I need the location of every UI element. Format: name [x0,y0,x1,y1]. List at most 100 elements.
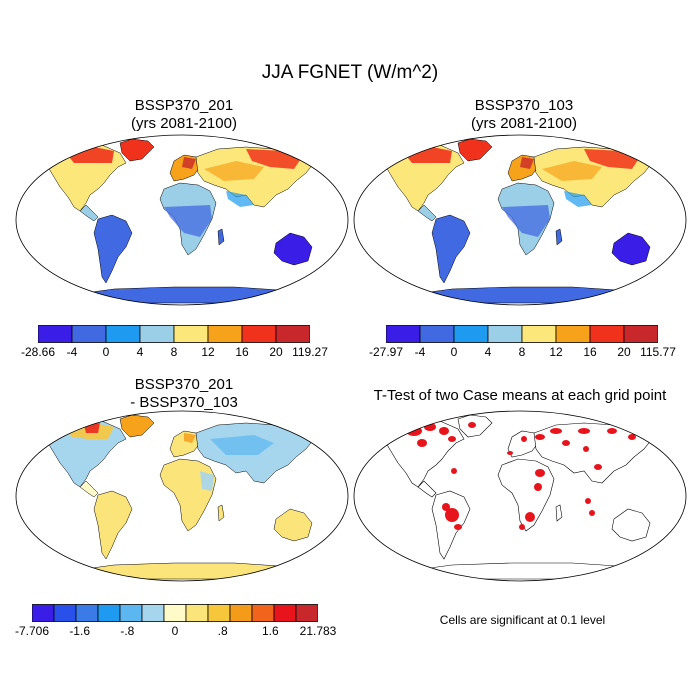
colorbar-label: 20 [617,345,631,359]
significant-cell-22 [468,422,476,428]
colorbar-box-2 [453,325,489,343]
significant-cell-11 [550,428,562,434]
colorbar-label: .8 [217,624,228,638]
colorbar-panel3 [32,604,318,622]
highlight-central-africa [502,205,550,237]
colorbar-label: 1.6 [261,624,279,638]
panel1-title-line1: BSSP370_201 [134,97,234,114]
land-central [79,204,99,222]
land-namerica [385,420,465,488]
colorbar-label: 16 [583,345,597,359]
land-africa [159,458,217,532]
land-antarctica [401,562,653,580]
land-greenland [457,138,493,162]
significant-cell-9 [521,436,527,442]
significant-cell-21 [589,510,595,516]
land-australia [273,232,313,266]
colorbar-box-3 [97,604,121,622]
colorbar-box-8 [207,604,231,622]
colorbar-label: 115.77 [640,345,676,359]
significant-cell-8 [454,524,462,530]
significant-cell-25 [507,451,513,455]
land-madagascar [217,228,225,246]
colorbar-box-5 [555,325,591,343]
land-madagascar [217,504,225,522]
colorbar-box-1 [53,604,77,622]
colorbar-box-1 [71,325,107,343]
land-antarctica [63,286,315,304]
significant-cell-17 [534,483,542,491]
panel3-title-line1: BSSP370_201 [134,376,234,393]
significance-note: Cells are significant at 0.1 level [439,613,606,627]
colorbar-label: 16 [235,345,249,359]
significant-cell-4 [417,439,427,447]
colorbar-box-4 [173,325,209,343]
highlight-central-asia [204,161,264,181]
colorbar-label: -4 [414,345,426,359]
land-madagascar [555,228,563,246]
colorbar-label: 8 [518,345,526,359]
map-frame [15,134,349,306]
panel1-title-line2: (yrs 2081-2100) [131,115,237,132]
significant-cell-6 [445,508,459,522]
colorbar-box-5 [207,325,243,343]
panel1-title: BSSP370_201 (yrs 2081-2100) [64,97,304,133]
colorbar-label: 8 [170,345,178,359]
colorbar-labels-panel3: -7.706 -1.6 -.8 0 .8 1.6 21.783 [15,624,336,640]
highlight-south-asia [226,191,254,207]
colorbar-box-9 [229,604,253,622]
panel3-title: BSSP370_201 - BSSP370_103 [64,376,304,412]
map-panel4 [353,410,687,582]
land-australia [611,508,651,542]
colorbar-label: 0 [102,345,110,359]
highlight-central-asia [542,161,602,181]
land-central [417,480,437,498]
map-panel2 [353,134,687,306]
highlight-siberia [210,435,274,455]
land-samerica [431,214,471,284]
significant-cell-3 [448,436,456,442]
colorbar-box-12 [295,604,318,622]
highlight-scandinavia [184,433,196,443]
map-panel3 [15,410,349,582]
colorbar-box-6 [163,604,187,622]
panel2-title-line1: BSSP370_103 [474,97,574,114]
map-frame [353,410,687,582]
land-antarctica [401,286,653,304]
significant-cell-2 [439,427,449,435]
highlight-central-africa [164,205,212,237]
colorbar-label: 4 [136,345,144,359]
land-australia [611,232,651,266]
highlight-scandinavia [182,157,196,169]
significant-cell-15 [583,446,589,452]
significant-cell-10 [535,434,545,440]
panel2-title-line2: (yrs 2081-2100) [471,115,577,132]
colorbar-box-5 [141,604,165,622]
map-panel1 [15,134,349,306]
colorbar-panel2 [386,325,658,343]
colorbar-label: 119.27 [292,345,328,359]
colorbar-label: -28.66 [20,345,56,359]
significant-cell-12 [578,428,590,434]
significant-cell-19 [519,524,525,530]
colorbar-box-0 [386,325,421,343]
colorbar-label: 12 [549,345,563,359]
colorbar-box-11 [273,604,297,622]
highlight-south-asia [564,191,592,207]
significant-cell-7 [442,503,450,511]
land-antarctica [63,562,315,580]
colorbar-label: 0 [171,624,179,638]
colorbar-box-3 [487,325,523,343]
colorbar-label: 4 [484,345,492,359]
land-central [79,480,99,498]
colorbar-label: 20 [269,345,283,359]
colorbar-label: -4 [66,345,78,359]
colorbar-label: -.8 [120,624,135,638]
colorbar-label: 21.783 [299,624,337,638]
colorbar-box-1 [419,325,455,343]
significant-cell-13 [607,428,617,434]
significant-cell-18 [525,512,535,522]
land-samerica [93,490,133,560]
significant-cell-20 [585,498,591,504]
colorbar-label: -27.97 [368,345,404,359]
